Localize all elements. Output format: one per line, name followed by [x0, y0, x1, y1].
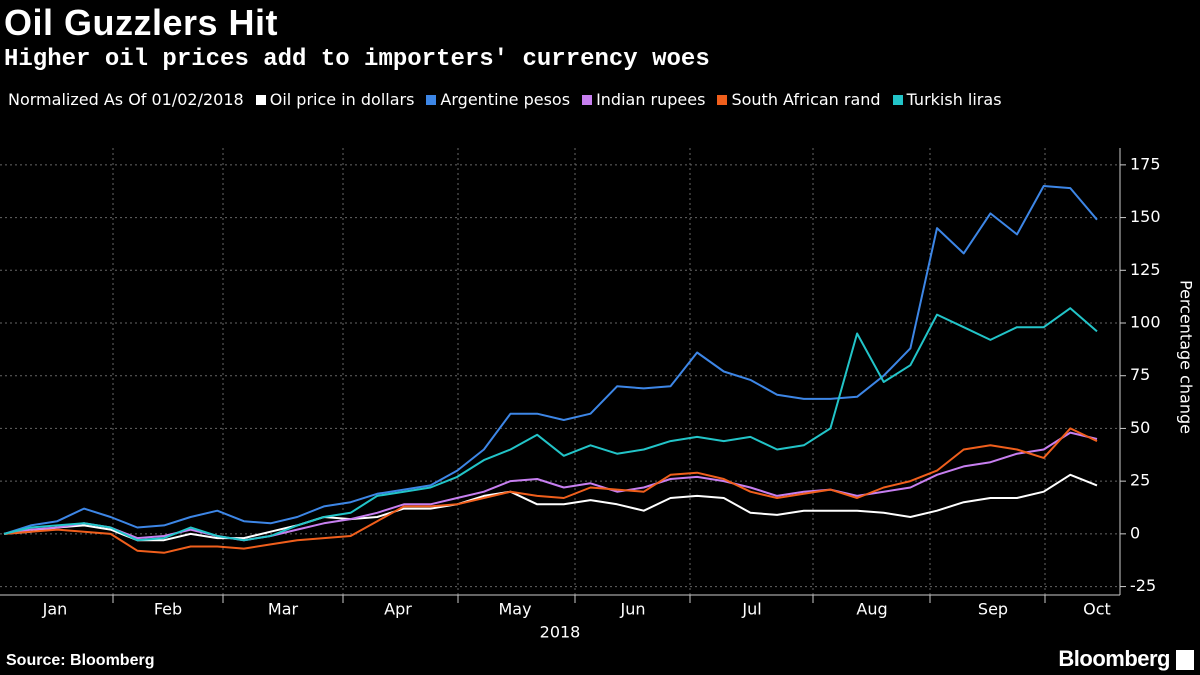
x-tick-label: Jul: [741, 600, 761, 619]
y-tick-label: 50: [1130, 418, 1150, 437]
logo: Bloomberg: [1058, 646, 1170, 671]
y-axis-label: Percentage change: [1177, 280, 1196, 434]
legend-item: Turkish liras: [892, 90, 1002, 109]
y-tick-label: 150: [1130, 207, 1161, 226]
legend-label: Argentine pesos: [440, 90, 571, 109]
x-tick-label: Mar: [268, 600, 299, 619]
x-tick-label: Sep: [978, 600, 1008, 619]
x-tick-label: Apr: [384, 600, 412, 619]
logo-icon: [1176, 650, 1194, 670]
series-line: [3, 431, 1098, 542]
x-tick-label: May: [498, 600, 531, 619]
legend-swatch: [426, 94, 437, 105]
x-tick-label: Jun: [620, 600, 646, 619]
x-tick-label: Jan: [42, 600, 68, 619]
legend-item: Indian rupees: [582, 90, 705, 109]
y-tick-label: 0: [1130, 523, 1140, 542]
y-tick-label: 25: [1130, 471, 1150, 490]
legend-label: Indian rupees: [596, 90, 706, 109]
legend-item: South African rand: [717, 90, 881, 109]
y-tick-label: 125: [1130, 260, 1161, 279]
series-line: [3, 427, 1098, 554]
legend-swatch: [892, 94, 903, 105]
series-line: [3, 307, 1098, 542]
x-tick-label: Feb: [154, 600, 182, 619]
x-tick-label: Aug: [856, 600, 887, 619]
series-line: [3, 185, 1098, 535]
y-tick-label: 175: [1130, 154, 1161, 173]
chart-title: Oil Guzzlers Hit: [4, 2, 279, 43]
legend-swatch: [255, 94, 266, 105]
y-tick-label: -25: [1130, 576, 1156, 595]
legend-title: Normalized As Of 01/02/2018: [8, 90, 244, 109]
source: Source: Bloomberg: [6, 652, 155, 669]
y-tick-label: 75: [1130, 365, 1150, 384]
x-axis-label: 2018: [540, 623, 581, 642]
series-line: [3, 473, 1098, 542]
chart-subtitle: Higher oil prices add to importers' curr…: [4, 46, 710, 73]
y-tick-label: 100: [1130, 313, 1161, 332]
x-tick-label: Oct: [1083, 600, 1111, 619]
legend-swatch: [582, 94, 593, 105]
legend-item: Argentine pesos: [426, 90, 570, 109]
legend: Normalized As Of 01/02/2018 Oil price in…: [8, 90, 1002, 109]
legend-swatch: [717, 94, 728, 105]
legend-label: Oil price in dollars: [269, 90, 415, 109]
legend-label: South African rand: [731, 90, 881, 109]
legend-label: Turkish liras: [906, 90, 1002, 109]
legend-item: Oil price in dollars: [255, 90, 415, 109]
